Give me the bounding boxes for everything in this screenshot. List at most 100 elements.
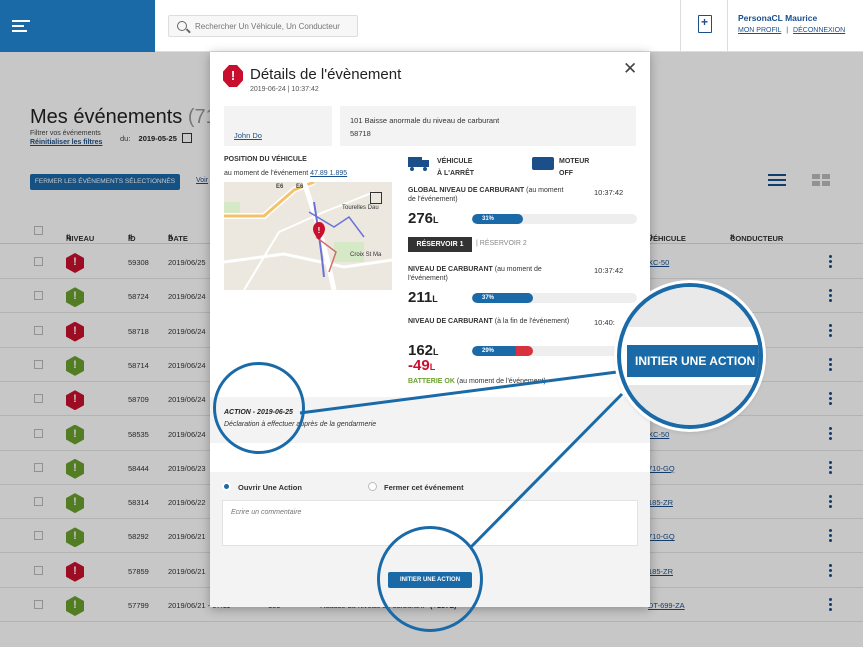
fuel-loss-fill xyxy=(515,346,534,356)
date-filter[interactable]: du: 2019-05-25 xyxy=(120,133,192,143)
grid-view-icon[interactable] xyxy=(812,174,832,188)
search-box[interactable] xyxy=(168,15,358,37)
event-details-modal: ! Détails de l'évènement 2019-06-24 | 10… xyxy=(210,52,650,607)
close-icon[interactable]: ✕ xyxy=(623,59,638,78)
logout-link[interactable]: DÉCONNEXION xyxy=(793,27,846,34)
row-menu-icon[interactable] xyxy=(829,323,832,339)
row-id: 58535 xyxy=(128,429,149,439)
alert-level-low-icon xyxy=(66,596,84,616)
row-id: 57859 xyxy=(128,566,149,576)
row-vehicle-link[interactable]: 185-ZR xyxy=(648,498,674,508)
row-checkbox[interactable] xyxy=(34,462,43,472)
row-checkbox[interactable] xyxy=(34,497,43,507)
row-vehicle-link[interactable]: XC-50 xyxy=(648,429,670,439)
event-card: 101 Baisse anormale du niveau de carbura… xyxy=(340,106,636,146)
brand-panel xyxy=(0,0,155,52)
row-menu-icon[interactable] xyxy=(829,392,832,407)
row-checkbox[interactable] xyxy=(34,565,43,575)
row-id: 59308 xyxy=(128,258,149,267)
fuel-at-event-value: 211L xyxy=(408,289,438,306)
row-date: 2019/06/23 xyxy=(168,463,206,473)
global-fuel-time: 10:37:42 xyxy=(594,188,624,197)
user-panel: PersonaCL Maurice MON PROFIL | DÉCONNEXI… xyxy=(738,13,845,34)
radio-open-action-label[interactable]: Ouvrir Une Action xyxy=(238,483,302,492)
row-menu-icon[interactable] xyxy=(829,598,832,613)
fuel-at-event-time: 10:37:42 xyxy=(594,266,624,275)
date-from-value[interactable]: 2019-05-25 xyxy=(138,134,177,143)
row-checkbox[interactable] xyxy=(34,428,43,438)
search-icon xyxy=(177,21,187,31)
fuel-at-event-label: NIVEAU DE CARBURANT (au moment de l'évén… xyxy=(408,266,542,282)
radio-close-event-label[interactable]: Fermer cet événement xyxy=(384,483,464,492)
view-link[interactable]: Voir xyxy=(196,177,209,184)
row-checkbox[interactable] xyxy=(34,291,43,301)
hamburger-menu-icon[interactable] xyxy=(12,20,30,32)
fuel-end-label: NIVEAU DE CARBURANT (à la fin de l'événe… xyxy=(408,318,570,325)
row-checkbox[interactable] xyxy=(34,600,43,609)
link-separator: | xyxy=(786,27,789,34)
row-id: 58292 xyxy=(128,532,149,542)
row-checkbox[interactable] xyxy=(34,531,43,541)
row-vehicle-link[interactable]: 710-GQ xyxy=(648,532,675,542)
row-vehicle-link[interactable]: 185-ZR xyxy=(648,566,674,576)
row-vehicle-link[interactable]: XC-50 xyxy=(648,258,670,267)
radio-open-action[interactable] xyxy=(222,482,231,491)
alert-level-low-icon xyxy=(66,458,84,479)
row-checkbox[interactable] xyxy=(34,359,43,369)
row-id: 58724 xyxy=(128,292,149,302)
alert-level-low-icon xyxy=(66,424,84,445)
event-description: 101 Baisse anormale du niveau de carbura… xyxy=(350,116,500,125)
tab-tank-1[interactable]: RÉSERVOIR 1 xyxy=(408,237,472,252)
driver-card: John Do xyxy=(224,106,332,146)
select-all-checkbox[interactable] xyxy=(34,226,43,235)
list-view-icon[interactable] xyxy=(768,174,786,188)
new-note-button[interactable] xyxy=(680,0,728,52)
battery-status: BATTERIE OK (au moment de l'événement) xyxy=(408,378,546,385)
driver-link[interactable]: John Do xyxy=(234,131,262,140)
search-input[interactable] xyxy=(195,19,355,33)
zoom-callout: INITIER UNE ACTION xyxy=(617,283,763,429)
filter-block: Filtrer vos événements Réinitialiser les… xyxy=(30,129,102,147)
button-callout-ring xyxy=(377,526,483,632)
alert-level-low-icon xyxy=(66,527,84,548)
add-document-icon xyxy=(698,15,712,33)
row-checkbox[interactable] xyxy=(34,394,43,404)
top-bar: PersonaCL Maurice MON PROFIL | DÉCONNEXI… xyxy=(0,0,863,52)
tab-tank-2[interactable]: RÉSERVOIR 2 xyxy=(479,240,527,247)
vehicle-map[interactable]: ! Tourelles Dau Croix St Ma E6 E6 xyxy=(224,182,392,290)
row-id: 58444 xyxy=(128,463,149,473)
row-menu-icon[interactable] xyxy=(829,255,832,270)
alert-level-high-icon xyxy=(66,253,84,273)
alert-level-low-icon xyxy=(66,287,84,308)
row-menu-icon[interactable] xyxy=(829,357,832,373)
fuel-end-bar: 29% xyxy=(472,346,637,356)
radio-close-event[interactable] xyxy=(368,482,377,491)
fuel-end-fill: 29% xyxy=(472,346,520,356)
calendar-icon[interactable] xyxy=(182,133,192,143)
row-menu-icon[interactable] xyxy=(829,529,832,544)
row-date: 2019/06/21 xyxy=(168,566,206,576)
map-label: E6 xyxy=(296,184,304,190)
close-selected-events-button[interactable]: FERMER LES ÉVÉNEMENTS SÉLECTIONNÉS xyxy=(30,174,180,190)
row-checkbox[interactable] xyxy=(34,325,43,335)
expand-map-icon[interactable] xyxy=(370,192,382,204)
row-vehicle-link[interactable]: 710-GQ xyxy=(648,463,675,473)
global-fuel-bar: 31% xyxy=(472,214,637,224)
row-menu-icon[interactable] xyxy=(829,495,832,510)
position-coords-link[interactable]: 47.89 1.895 xyxy=(310,170,348,177)
fuel-loss-value: -49L xyxy=(408,357,436,374)
row-checkbox[interactable] xyxy=(34,257,43,266)
row-menu-icon[interactable] xyxy=(829,426,832,442)
row-menu-icon[interactable] xyxy=(829,289,832,304)
reset-filters-link[interactable]: Réinitialiser les filtres xyxy=(30,139,103,146)
row-id: 58714 xyxy=(128,360,149,370)
alert-level-low-icon xyxy=(66,493,84,514)
user-name: PersonaCL Maurice xyxy=(738,13,818,23)
engine-icon xyxy=(532,157,554,170)
row-id: 57799 xyxy=(128,601,149,610)
row-vehicle-link[interactable]: DT-699-ZA xyxy=(648,601,685,610)
profile-link[interactable]: MON PROFIL xyxy=(738,27,782,34)
row-menu-icon[interactable] xyxy=(829,460,832,476)
row-date: 2019/06/25 xyxy=(168,258,206,267)
row-menu-icon[interactable] xyxy=(829,563,832,579)
